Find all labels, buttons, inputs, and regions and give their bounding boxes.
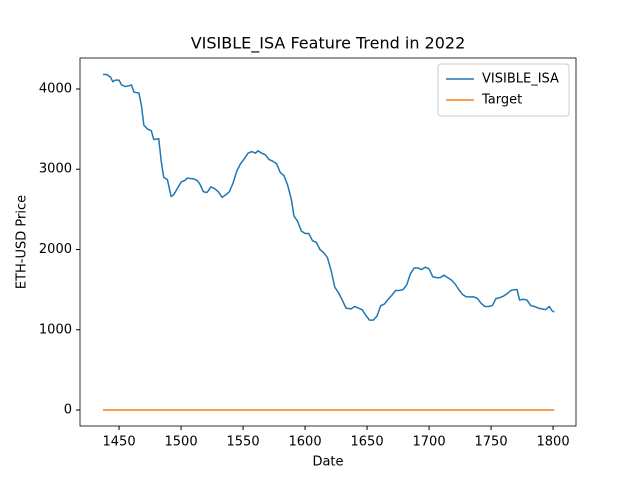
- plot-frame: [79, 57, 577, 427]
- x-axis-label: Date: [312, 455, 343, 470]
- y-tick-label: 1000: [39, 322, 72, 337]
- x-tick-label: 1450: [103, 435, 136, 450]
- legend-label: Target: [481, 93, 522, 108]
- y-tick-label: 4000: [39, 81, 72, 96]
- x-tick-label: 1800: [537, 435, 570, 450]
- y-tick-label: 0: [64, 403, 72, 418]
- x-tick-label: 1750: [475, 435, 508, 450]
- x-tick-label: 1550: [227, 435, 260, 450]
- x-tick-label: 1700: [413, 435, 446, 450]
- x-tick-label: 1500: [165, 435, 198, 450]
- legend-box: [437, 63, 570, 117]
- x-tick-label: 1600: [289, 435, 322, 450]
- y-axis-label: ETH-USD Price: [15, 195, 30, 289]
- chart-title: VISIBLE_ISA Feature Trend in 2022: [191, 34, 466, 54]
- y-tick-label: 2000: [39, 242, 72, 257]
- legend-label: VISIBLE_ISA: [482, 72, 559, 87]
- y-tick-label: 3000: [39, 162, 72, 177]
- x-tick-label: 1650: [351, 435, 384, 450]
- line-series: [102, 73, 555, 321]
